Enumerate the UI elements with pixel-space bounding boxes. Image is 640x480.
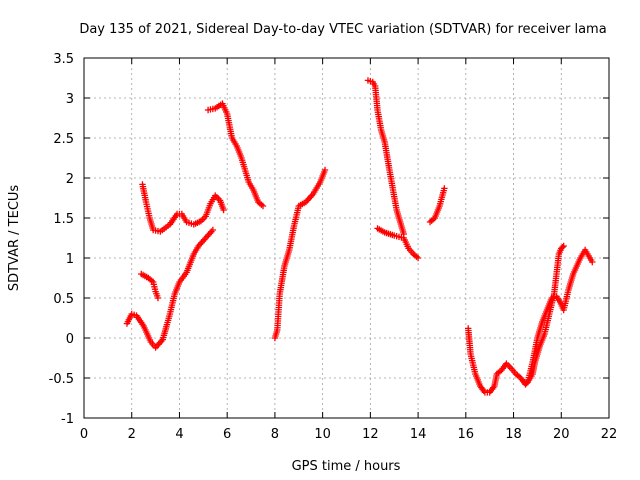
x-tick-label: 8 (271, 427, 279, 442)
series-arc-4 (204, 100, 267, 210)
data-point (154, 294, 162, 302)
data-point (209, 226, 217, 234)
data-point (589, 258, 596, 266)
x-tick-label: 0 (80, 427, 88, 442)
data-point (259, 202, 267, 210)
axis-ticks: 0 2 4 6 8 10 12 14 16 18 20 22 -1 -0.5 0 0.5 1 1.5 2 2.5 3 3.… (49, 52, 618, 442)
series-arc-10 (524, 246, 596, 386)
y-axis-label: SDTVAR / TECUs (7, 185, 22, 292)
y-tick-label: -0.5 (49, 372, 74, 387)
series-arc-9 (465, 242, 567, 396)
data-point (321, 166, 329, 174)
data-points (123, 77, 596, 396)
data-point (441, 185, 448, 192)
x-tick-label: 10 (314, 427, 331, 442)
data-point (559, 244, 566, 251)
x-tick-label: 18 (505, 427, 522, 442)
x-tick-label: 12 (362, 427, 379, 442)
y-tick-label: 0 (66, 332, 74, 347)
series-arc-2 (138, 270, 162, 302)
x-tick-label: 20 (553, 427, 570, 442)
series-arc-6 (364, 77, 407, 238)
x-tick-label: 6 (223, 427, 231, 442)
data-point (220, 206, 227, 214)
x-tick-label: 14 (410, 427, 427, 442)
y-tick-label: 2.5 (53, 132, 74, 147)
series-arc-5 (271, 166, 329, 342)
x-axis-label: GPS time / hours (292, 459, 401, 474)
x-tick-label: 16 (458, 427, 475, 442)
series-arc-7 (374, 225, 422, 262)
series-arc-1 (123, 226, 217, 351)
y-tick-label: 1.5 (53, 212, 74, 227)
y-tick-label: 3.5 (53, 52, 74, 67)
x-tick-label: 4 (175, 427, 183, 442)
y-tick-label: 0.5 (53, 292, 74, 307)
plot-frame (83, 57, 610, 419)
chart-title: Day 135 of 2021, Sidereal Day-to-day VTE… (79, 22, 606, 37)
x-tick-label: 2 (128, 427, 136, 442)
y-tick-label: 1 (66, 252, 74, 267)
x-tick-label: 22 (601, 427, 618, 442)
y-tick-label: -1 (61, 412, 74, 427)
y-tick-label: 3 (66, 92, 74, 107)
series-arc-3 (139, 181, 227, 235)
y-tick-label: 2 (66, 172, 74, 187)
data-point (414, 254, 422, 262)
series-arc-8 (426, 185, 448, 226)
data-point (560, 242, 567, 250)
